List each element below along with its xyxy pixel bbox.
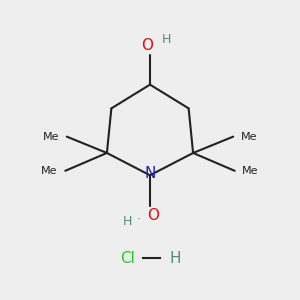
Text: H: H <box>169 251 181 266</box>
Text: Me: Me <box>241 132 257 142</box>
Text: ·: · <box>137 213 141 226</box>
Text: Me: Me <box>242 166 259 176</box>
Text: O: O <box>147 208 159 223</box>
Text: O: O <box>141 38 153 53</box>
Text: Cl: Cl <box>120 251 135 266</box>
Text: N: N <box>144 166 156 181</box>
Text: H: H <box>123 215 132 228</box>
Text: Me: Me <box>43 132 59 142</box>
Text: H: H <box>162 33 171 46</box>
Text: Me: Me <box>41 166 58 176</box>
